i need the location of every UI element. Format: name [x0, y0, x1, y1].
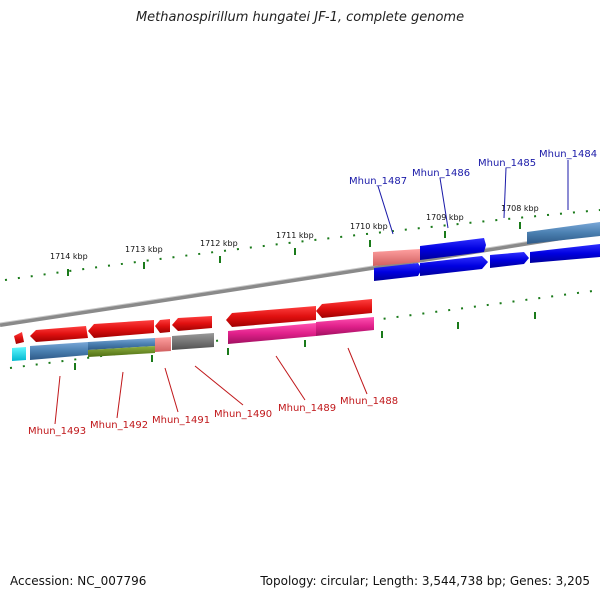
gene-feature-olive-1492[interactable] — [88, 346, 155, 357]
accession-text: Accession: NC_007796 — [10, 574, 147, 588]
gene-feature-salmon-1487[interactable] — [373, 249, 420, 266]
gene-feature-blue-c[interactable] — [490, 252, 529, 268]
scale-label-1712: 1712 kbp — [200, 239, 238, 248]
gene-label-mhun-1493[interactable]: Mhun_1493 — [28, 426, 86, 437]
gene-label-mhun-1490[interactable]: Mhun_1490 — [214, 409, 272, 420]
gene-feature-gray-1490[interactable] — [172, 333, 214, 350]
gene-feature-blue-a[interactable] — [374, 263, 422, 281]
scale-label-1711: 1711 kbp — [276, 231, 314, 240]
gene-feature-steel-1493[interactable] — [30, 342, 88, 360]
gene-feature-red-1493[interactable] — [30, 326, 88, 342]
gene-feature-red-1493a[interactable] — [14, 332, 24, 344]
scale-label-1710: 1710 kbp — [350, 222, 388, 231]
gene-feature-red-1490[interactable] — [172, 316, 212, 331]
gene-label-mhun-1487[interactable]: Mhun_1487 — [349, 176, 407, 187]
gene-feature-blue-d[interactable] — [530, 244, 600, 263]
gene-feature-salmon-1491[interactable] — [155, 337, 171, 352]
gene-label-mhun-1492[interactable]: Mhun_1492 — [90, 420, 148, 431]
gene-label-mhun-1488[interactable]: Mhun_1488 — [340, 396, 398, 407]
gene-label-mhun-1484[interactable]: Mhun_1484 — [539, 149, 597, 160]
scale-label-1713: 1713 kbp — [125, 245, 163, 254]
bottom-callout-lines — [54, 347, 368, 425]
gene-feature-red-1488[interactable] — [316, 299, 372, 318]
topology-text: Topology: circular; Length: 3,544,738 bp… — [260, 574, 590, 588]
reverse-feature-track — [12, 299, 374, 361]
genome-backbone-highlight — [0, 229, 600, 324]
gene-feature-pink-1488[interactable] — [316, 317, 374, 336]
gene-feature-steel-1484[interactable] — [527, 222, 600, 244]
genome-backbone — [0, 230, 600, 327]
gene-feature-blue-1486[interactable] — [420, 238, 486, 260]
scale-label-1709: 1709 kbp — [426, 213, 464, 222]
gene-feature-red-1489[interactable] — [226, 306, 316, 327]
gene-label-mhun-1485[interactable]: Mhun_1485 — [478, 158, 536, 169]
gene-label-mhun-1486[interactable]: Mhun_1486 — [412, 168, 470, 179]
scale-label-1708: 1708 kbp — [501, 204, 539, 213]
scale-label-1714: 1714 kbp — [50, 252, 88, 261]
gene-feature-cyan[interactable] — [12, 347, 26, 361]
lower-major-ticks — [74, 312, 536, 370]
gene-feature-red-1492[interactable] — [88, 320, 154, 338]
gene-label-mhun-1489[interactable]: Mhun_1489 — [278, 403, 336, 414]
page-title: Methanospirillum hungatei JF-1, complete… — [135, 10, 465, 25]
top-callout-lines — [377, 160, 569, 235]
gene-label-mhun-1491[interactable]: Mhun_1491 — [152, 415, 210, 426]
upper-major-ticks — [67, 222, 521, 276]
forward-feature-track — [373, 222, 600, 281]
gene-feature-red-1491[interactable] — [155, 319, 170, 333]
gene-feature-blue-b[interactable] — [420, 256, 488, 276]
gene-feature-pink-1489[interactable] — [228, 323, 316, 344]
